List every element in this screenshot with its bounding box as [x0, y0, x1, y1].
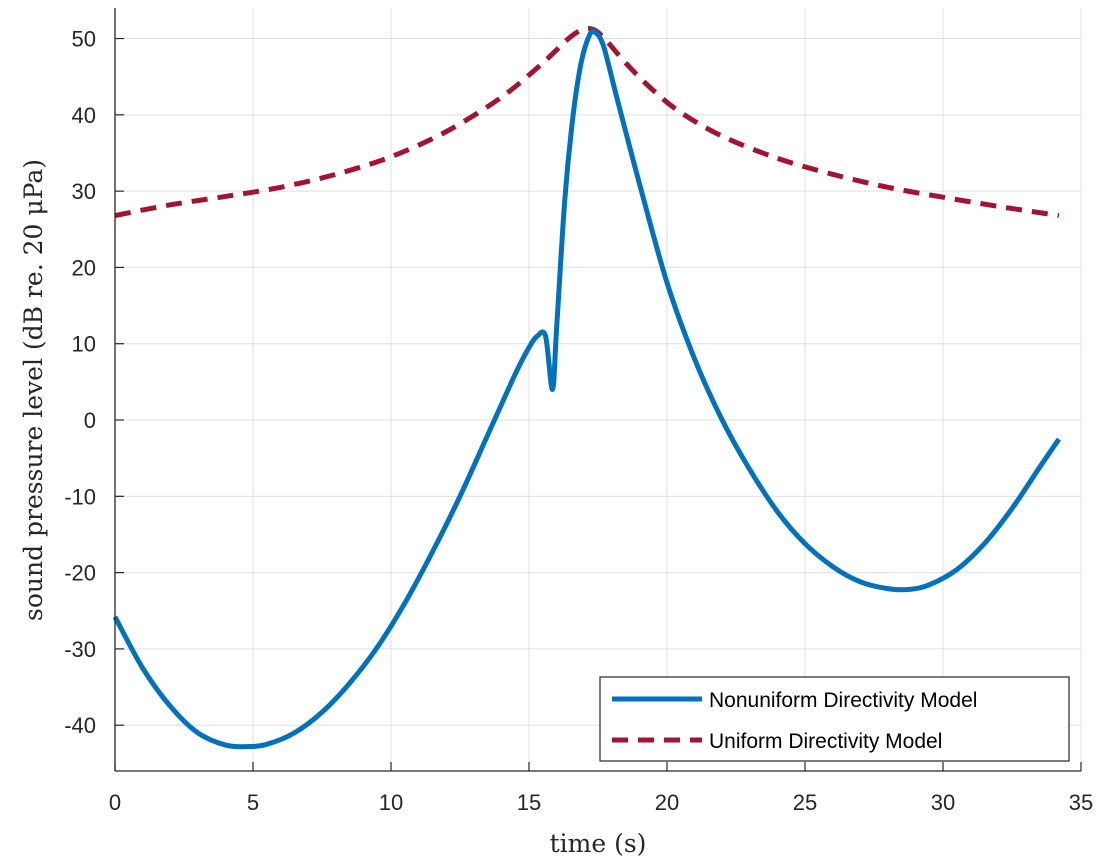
x-tick-label: 20 — [655, 790, 679, 815]
x-tick-label: 30 — [931, 790, 955, 815]
y-tick-label: 20 — [72, 255, 96, 280]
y-axis-title: sound pressure level (dB re. 20 μPa) — [19, 159, 48, 621]
x-tick-label: 5 — [247, 790, 259, 815]
legend-label-nonuniform: Nonuniform Directivity Model — [709, 689, 977, 712]
x-tick-label: 25 — [793, 790, 817, 815]
axes — [114, 8, 1082, 772]
x-tick-label: 15 — [517, 790, 541, 815]
y-tick-label: -20 — [64, 561, 96, 586]
legend: Nonuniform Directivity Model Uniform Dir… — [599, 676, 1070, 762]
y-tick-label: 50 — [72, 27, 96, 52]
x-axis-title: time (s) — [550, 829, 647, 858]
series-line-nonuniform — [112, 28, 1061, 750]
plot-background — [115, 8, 1081, 771]
x-tick-label: 10 — [379, 790, 403, 815]
x-tick-label: 35 — [1069, 790, 1093, 815]
x-tick-labels: 0 5 10 15 20 25 30 35 — [109, 790, 1093, 815]
legend-box — [599, 676, 1070, 762]
y-tick-label: 10 — [72, 332, 96, 357]
y-tick-label: 40 — [72, 103, 96, 128]
legend-label-uniform: Uniform Directivity Model — [709, 730, 942, 753]
y-tick-labels: -40 -30 -20 -10 0 10 20 30 40 50 — [64, 27, 96, 739]
y-tick-label: -30 — [64, 637, 96, 662]
y-tick-label: 30 — [72, 179, 96, 204]
series-layer — [112, 26, 1061, 750]
y-tick-label: -10 — [64, 484, 96, 509]
y-tick-label: 0 — [84, 408, 96, 433]
x-tick-label: 0 — [109, 790, 121, 815]
y-tick-label: -40 — [64, 713, 96, 738]
